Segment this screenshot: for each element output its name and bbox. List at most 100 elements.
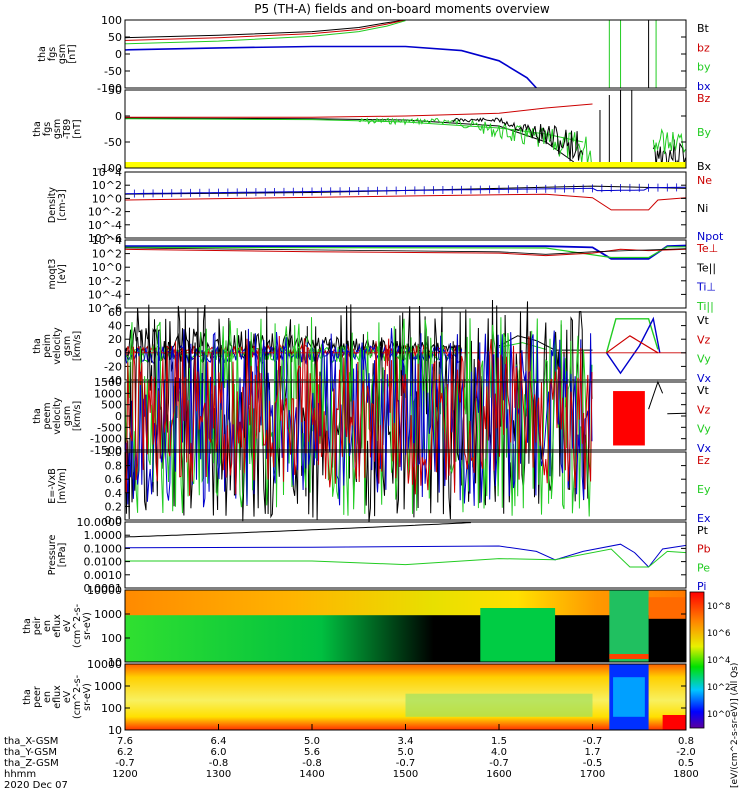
electron-spectrogram-core	[613, 677, 645, 717]
y-axis-label: -T89	[62, 119, 73, 139]
x-row-label: tha_X-GSM	[4, 736, 58, 747]
legend-entry: Vy	[697, 353, 711, 366]
x-tick-label: 0.8	[678, 736, 694, 747]
series-by	[124, 20, 406, 45]
y-tick-label: 0.1000	[84, 542, 123, 555]
colorbar-gradient	[689, 591, 705, 729]
legend-entry: Ni	[697, 202, 708, 215]
panel-frame	[124, 451, 687, 521]
colorbar: 10^8 10^6 10^4 10^2 10^0 [eV/(cm^2-s-sr-…	[689, 591, 740, 788]
x-tick-label: 6.2	[117, 747, 133, 758]
y-axis-label: tha	[32, 338, 43, 354]
y-tick-label: 10	[108, 724, 122, 737]
legend-entry: Pe	[697, 561, 710, 574]
y-axis-label: [km/s]	[72, 401, 83, 431]
y-axis-label: fgs	[47, 47, 58, 61]
y-axis-label: sr-eV)	[82, 683, 93, 711]
x-tick-label: 1400	[299, 769, 324, 780]
date-label: 2020 Dec 07	[4, 780, 68, 791]
legend-entry: Bt	[697, 22, 710, 35]
y-axis-label: peim	[42, 334, 53, 358]
y-tick-label: 100	[101, 632, 122, 645]
y-tick-label: 0	[115, 48, 122, 61]
x-tick-label: -0.7	[489, 758, 509, 769]
y-axis-label: gsm	[62, 406, 73, 426]
panel-1: 100 50 0 -50 -100 tha fgs gsm [nT] Bt bz by bx	[37, 14, 711, 95]
y-tick-label: 0.0100	[84, 556, 123, 569]
y-tick-label: -20	[104, 360, 122, 373]
y-axis-label: [cm-3]	[57, 189, 68, 220]
legend-entry: Te||	[696, 261, 716, 274]
x-tick-label: -0.8	[302, 758, 322, 769]
series-noise	[652, 139, 686, 168]
series-Vt-spike	[648, 380, 664, 410]
legend-entry: By	[697, 126, 712, 139]
y-axis-label: velocity	[52, 327, 63, 365]
electron-spectrogram-hot	[662, 715, 686, 730]
series-Pt	[124, 522, 471, 538]
y-tick-label: 60	[108, 306, 122, 319]
y-tick-label: 10^0	[92, 192, 122, 205]
legend-entry: Pt	[697, 524, 709, 537]
legend-entry: Npot	[697, 230, 724, 243]
series-Bz	[125, 103, 593, 118]
y-tick-label: 0	[115, 410, 122, 423]
ion-spectrogram-post	[648, 597, 686, 619]
panel-10: 10000 1000 100 10 tha peer en eflux eV (cm^2-s-sr…	[22, 658, 687, 737]
y-tick-label: 100	[101, 702, 122, 715]
y-tick-label: 10^-2	[88, 275, 122, 288]
x-tick-label: 0.5	[678, 758, 694, 769]
y-axis-label: moqt3	[47, 259, 58, 290]
panel-frame	[124, 589, 687, 663]
colorbar-tick: 10^8	[707, 602, 730, 612]
legend-entry: Bz	[697, 92, 711, 105]
y-axis-label: gsm	[62, 336, 73, 356]
y-axis-label: tha	[22, 689, 33, 705]
y-axis-label: eflux	[52, 685, 63, 709]
x-tick-label: 6.4	[211, 736, 227, 747]
y-axis-label: gsm	[52, 119, 63, 139]
legend-entry: by	[697, 61, 711, 74]
y-axis-label: velocity	[52, 397, 63, 435]
y-tick-label: 50	[108, 84, 122, 97]
y-tick-label: -50	[104, 136, 122, 149]
y-tick-label: -40	[104, 374, 122, 387]
x-tick-label: 5.0	[304, 736, 320, 747]
electron-spectrogram-band	[405, 693, 593, 717]
x-tick-label: 5.6	[304, 747, 320, 758]
y-tick-label: 0.0010	[84, 569, 123, 582]
y-tick-label: 1500	[94, 376, 122, 389]
x-tick-label: 7.6	[117, 736, 133, 747]
x-tick-label: -0.8	[209, 758, 229, 769]
panel-7: 1.00.80.60.40.20.0 E=-VxB [mV/m] Ez Ey Ex	[47, 446, 711, 527]
y-tick-label: 10^-6	[88, 232, 122, 245]
legend-entry: Ti⊥	[696, 281, 716, 294]
y-tick-label: 0.4	[105, 487, 123, 500]
legend-entry: Ex	[697, 512, 711, 525]
y-axis-label: [eV]	[57, 264, 68, 284]
y-axis-label: (cm^2-s-	[72, 604, 83, 648]
legend-entry: Ti||	[696, 300, 714, 313]
series-By	[124, 118, 584, 143]
series-Pi	[124, 543, 687, 568]
y-axis-label: Pressure	[47, 535, 58, 576]
y-axis-label: eV	[62, 690, 73, 703]
x-tick-label: -0.5	[583, 758, 603, 769]
legend-entry: Ne	[697, 174, 712, 187]
y-tick-label: 10^2	[92, 248, 122, 261]
x-tick-label: 1.5	[491, 736, 507, 747]
y-tick-label: 1000	[94, 680, 122, 693]
y-axis-label: peir	[32, 617, 43, 636]
x-tick-label: 1500	[393, 769, 418, 780]
series-Pe	[125, 548, 687, 568]
x-row-label: tha_Z-GSM	[4, 758, 59, 769]
legend-entry: Vx	[697, 442, 712, 455]
x-row-label: hhmm	[4, 769, 36, 780]
y-tick-label: 0.6	[105, 473, 123, 486]
y-axis-label: [mV/m]	[57, 468, 68, 504]
series-bz	[124, 19, 406, 41]
legend-entry: Ez	[697, 454, 710, 467]
